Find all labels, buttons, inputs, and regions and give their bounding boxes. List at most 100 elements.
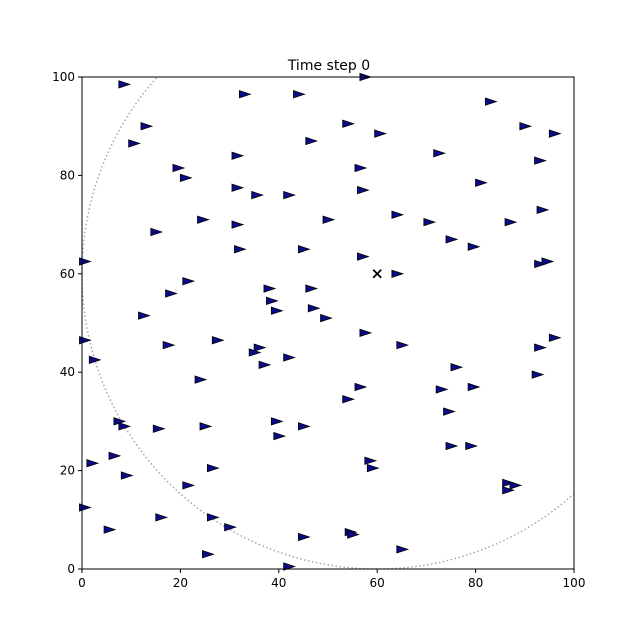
agent-marker-58: [88, 355, 102, 365]
agent-marker-15: [534, 156, 547, 165]
agent-marker-24: [197, 215, 210, 224]
agent-marker-76: [445, 441, 459, 451]
agent-marker-28: [504, 217, 518, 227]
agent-marker-39: [391, 269, 405, 278]
agent-marker-90: [206, 513, 220, 522]
agent-marker-26: [391, 210, 405, 219]
x-tick-label-60: 60: [370, 576, 385, 590]
agent-marker-96: [202, 550, 215, 559]
agent-marker-46: [270, 306, 284, 315]
agent-marker-87: [502, 486, 515, 495]
agent-marker-17: [354, 163, 368, 173]
agent-marker-13: [231, 151, 245, 160]
agent-marker-10: [128, 139, 141, 148]
y-tick-label-0: 0: [67, 562, 75, 576]
agent-marker-89: [155, 513, 169, 522]
target-layer: [372, 269, 382, 279]
y-tick-label-40: 40: [60, 365, 75, 379]
agent-marker-30: [231, 220, 245, 229]
agent-marker-48: [320, 313, 333, 323]
agent-marker-5: [140, 122, 154, 131]
agent-marker-73: [270, 417, 284, 426]
agent-marker-47: [138, 311, 151, 320]
agent-marker-81: [366, 463, 380, 473]
x-tick-label-80: 80: [468, 576, 483, 590]
agent-marker-12: [172, 163, 186, 173]
agent-marker-59: [283, 353, 296, 362]
agent-marker-8: [519, 122, 533, 131]
agent-marker-86: [509, 481, 523, 490]
agent-marker-27: [423, 217, 437, 227]
agent-marker-67: [342, 395, 355, 404]
agent-marker-75: [273, 432, 287, 441]
agent-marker-29: [150, 227, 164, 237]
agent-marker-74: [297, 422, 311, 431]
agent-marker-55: [534, 343, 547, 352]
agent-marker-80: [108, 451, 122, 460]
agent-marker-78: [364, 456, 378, 465]
agent-marker-95: [297, 532, 311, 542]
agent-marker-72: [199, 422, 213, 431]
agent-marker-43: [165, 289, 178, 298]
agent-marker-41: [263, 284, 277, 293]
x-tick-label-100: 100: [563, 576, 586, 590]
chart-title: Time step 0: [287, 58, 370, 74]
agent-marker-6: [342, 119, 355, 128]
agent-marker-84: [182, 481, 196, 490]
agent-marker-97: [396, 545, 410, 554]
x-tick-label-20: 20: [173, 576, 188, 590]
x-axis-ticks: 0 20 40 60 80 100: [78, 569, 585, 590]
agent-marker-0: [118, 80, 132, 89]
agent-marker-71: [152, 424, 166, 433]
agent-marker-52: [211, 336, 225, 345]
agent-marker-49: [359, 328, 373, 337]
agent-marker-53: [253, 343, 267, 352]
agent-marker-79: [86, 459, 100, 468]
agent-marker-1: [238, 90, 252, 99]
agent-marker-36: [534, 259, 547, 269]
agent-marker-22: [283, 190, 296, 200]
plot-frame: [81, 76, 575, 570]
agent-marker-32: [234, 245, 247, 254]
target-marker: [372, 269, 382, 279]
agent-marker-11: [305, 136, 319, 146]
x-tick-label-0: 0: [78, 576, 86, 590]
y-tick-label-80: 80: [60, 168, 75, 182]
y-tick-label-60: 60: [60, 267, 75, 281]
agent-marker-14: [433, 149, 446, 158]
agent-marker-77: [465, 441, 478, 451]
agent-marker-16: [179, 173, 193, 183]
agent-marker-64: [354, 382, 368, 392]
agent-marker-9: [548, 129, 562, 138]
agent-marker-19: [231, 183, 245, 192]
agent-marker-2: [293, 90, 306, 99]
agent-marker-62: [194, 375, 208, 384]
agent-marker-85: [502, 478, 515, 488]
y-tick-label-20: 20: [60, 464, 75, 478]
agent-marker-51: [162, 340, 176, 350]
agent-marker-21: [251, 190, 264, 200]
agent-marker-45: [307, 304, 321, 313]
agent-marker-94: [347, 530, 360, 539]
agent-marker-65: [435, 385, 449, 394]
y-axis-ticks: 0 20 40 60 80 100: [52, 70, 82, 576]
agent-marker-23: [536, 205, 550, 214]
agent-marker-33: [297, 245, 311, 254]
agent-marker-98: [283, 562, 296, 571]
agent-marker-7: [374, 129, 387, 138]
agent-marker-91: [224, 523, 237, 532]
agent-marker-82: [206, 463, 220, 473]
agent-marker-34: [467, 242, 481, 251]
agent-marker-57: [248, 348, 262, 357]
y-tick-label-100: 100: [52, 70, 75, 84]
agent-marker-56: [548, 333, 562, 342]
agent-marker-35: [357, 252, 370, 261]
agent-marker-18: [475, 178, 488, 187]
agent-marker-61: [450, 363, 464, 372]
agent-marker-60: [258, 360, 272, 369]
agent-marker-31: [445, 235, 459, 244]
agent-marker-4: [484, 97, 498, 106]
agent-marker-54: [396, 340, 410, 350]
